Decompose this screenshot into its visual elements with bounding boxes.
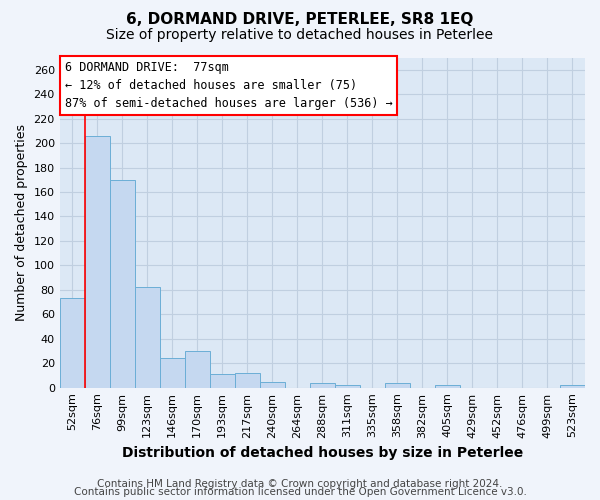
Bar: [235, 373, 260, 388]
Bar: [560, 385, 585, 388]
Text: Contains HM Land Registry data © Crown copyright and database right 2024.: Contains HM Land Registry data © Crown c…: [97, 479, 503, 489]
Bar: [185, 351, 210, 388]
Text: 6, DORMAND DRIVE, PETERLEE, SR8 1EQ: 6, DORMAND DRIVE, PETERLEE, SR8 1EQ: [127, 12, 473, 28]
Bar: [85, 136, 110, 388]
Bar: [110, 180, 135, 388]
Bar: [335, 385, 360, 388]
Bar: [310, 383, 335, 388]
Text: 6 DORMAND DRIVE:  77sqm
← 12% of detached houses are smaller (75)
87% of semi-de: 6 DORMAND DRIVE: 77sqm ← 12% of detached…: [65, 61, 392, 110]
Bar: [135, 288, 160, 388]
Bar: [435, 385, 460, 388]
Text: Contains public sector information licensed under the Open Government Licence v3: Contains public sector information licen…: [74, 487, 526, 497]
X-axis label: Distribution of detached houses by size in Peterlee: Distribution of detached houses by size …: [122, 446, 523, 460]
Bar: [160, 358, 185, 388]
Y-axis label: Number of detached properties: Number of detached properties: [15, 124, 28, 321]
Bar: [260, 382, 285, 388]
Text: Size of property relative to detached houses in Peterlee: Size of property relative to detached ho…: [107, 28, 493, 42]
Bar: [59, 298, 85, 388]
Bar: [385, 383, 410, 388]
Bar: [210, 374, 235, 388]
